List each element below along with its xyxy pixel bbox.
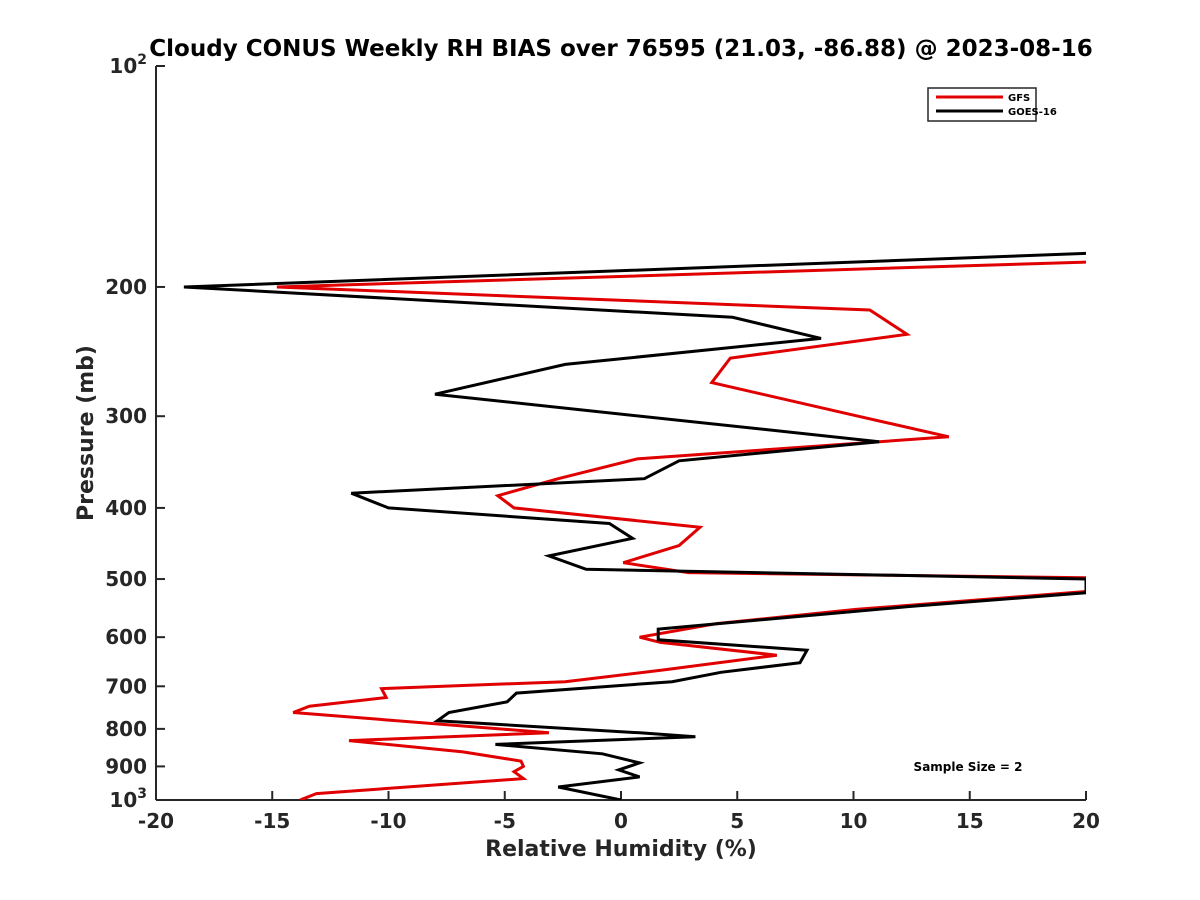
x-axis-label: Relative Humidity (%) (485, 837, 757, 862)
x-tick-label: -10 (370, 809, 406, 833)
y-tick-label: 500 (105, 567, 147, 591)
y-axis-label: Pressure (mb) (74, 345, 99, 521)
y-tick-label: 200 (105, 275, 147, 299)
legend-label-goes-16: GOES-16 (1008, 107, 1057, 118)
x-tick-label: 10 (840, 809, 868, 833)
x-tick-label: -15 (254, 809, 290, 833)
y-tick-label: 103 (109, 786, 147, 812)
x-tick-label: -5 (494, 809, 516, 833)
legend-label-gfs: GFS (1008, 93, 1030, 104)
series-layer (183, 251, 1086, 800)
x-tick-label: 15 (956, 809, 984, 833)
chart-title: Cloudy CONUS Weekly RH BIAS over 76595 (… (149, 36, 1092, 62)
x-tick-label: 20 (1072, 809, 1100, 833)
legend: GFS GOES-16 (927, 87, 1057, 122)
y-tick-label: 102 (109, 52, 147, 78)
x-tick-label: 5 (730, 809, 744, 833)
legend-box (927, 87, 1037, 122)
y-tick-label: 400 (105, 496, 147, 520)
x-tick-label: -20 (138, 809, 174, 833)
y-tick-label: 900 (105, 754, 147, 778)
y-tick-label: 600 (105, 625, 147, 649)
y-tick-label: 700 (105, 674, 147, 698)
sample-size-annotation: Sample Size = 2 (914, 760, 1023, 774)
y-tick-label: 300 (105, 404, 147, 428)
series-line-goes-16 (183, 251, 1086, 800)
y-tick-label: 800 (105, 717, 147, 741)
x-tick-label: 0 (614, 809, 628, 833)
